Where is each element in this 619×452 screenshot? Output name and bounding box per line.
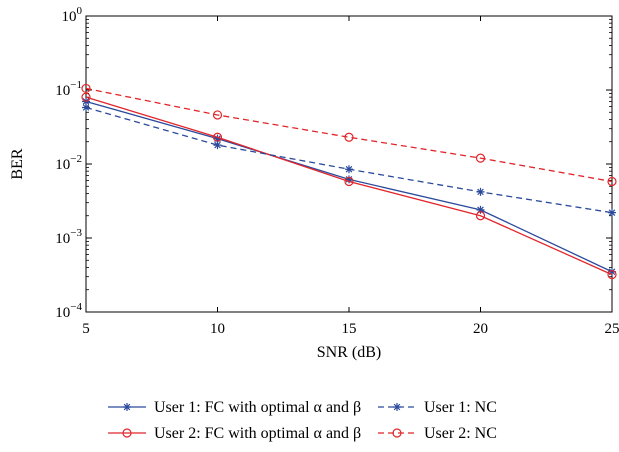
legend-label: User 1: NC	[424, 399, 497, 416]
x-tick-label: 5	[82, 321, 90, 337]
data-point	[345, 175, 353, 184]
legend-marker	[123, 403, 131, 411]
series-line	[85, 96, 613, 276]
data-point	[345, 165, 353, 174]
data-point	[476, 205, 485, 214]
data-point	[475, 153, 486, 163]
legend-marker	[393, 403, 401, 411]
y-tick-label: 10−1	[55, 79, 82, 99]
data-point	[81, 92, 91, 102]
y-tick-label: 10−3	[55, 227, 82, 247]
data-point	[607, 270, 617, 280]
legend-marker	[122, 428, 132, 438]
legend-item-2: User 2: FC with optimal α and β	[108, 425, 361, 442]
y-axis-title: BER	[9, 148, 26, 179]
legend-marker	[392, 428, 402, 438]
y-tick-label: 10−2	[55, 153, 82, 173]
data-point	[344, 176, 354, 187]
data-point	[213, 134, 222, 143]
y-tick-label: 10−4	[55, 301, 82, 321]
legend-item-3: User 1: NC	[378, 399, 497, 416]
series-line	[85, 100, 613, 273]
series-4	[81, 83, 617, 187]
x-axis-title: SNR (dB)	[317, 344, 381, 361]
series-2	[81, 92, 617, 280]
legend-item-4: User 2: NC	[378, 425, 497, 442]
y-axis: 100 10−1 10−2 10−3 10−4	[55, 5, 612, 321]
data-point	[476, 187, 485, 196]
legend-label: User 2: NC	[424, 425, 497, 442]
data-point	[344, 132, 354, 142]
legend-label: User 2: FC with optimal α and β	[154, 425, 361, 442]
series-layer	[81, 83, 617, 280]
data-point	[608, 208, 616, 217]
plot-border	[85, 15, 613, 313]
x-tick-label: 10	[210, 321, 225, 337]
data-point	[212, 110, 223, 120]
series-3	[82, 103, 616, 217]
plot-frame	[85, 15, 613, 313]
x-axis: 5 10 15 20 25	[82, 16, 619, 337]
x-tick-label: 25	[605, 321, 619, 337]
legend-item-1: User 1: FC with optimal α and β	[108, 399, 361, 416]
data-point	[608, 267, 616, 276]
series-line	[85, 87, 613, 183]
data-point	[82, 103, 90, 112]
x-tick-label: 20	[473, 321, 488, 337]
x-tick-label: 15	[342, 321, 357, 337]
data-point	[213, 141, 222, 150]
y-tick-label: 100	[62, 5, 83, 25]
legend: User 1: FC with optimal α and β User 2: F…	[108, 399, 497, 442]
legend-label: User 1: FC with optimal α and β	[154, 399, 361, 416]
data-point	[607, 176, 617, 187]
data-point	[81, 83, 91, 94]
data-point	[475, 211, 486, 221]
series-1	[82, 97, 616, 276]
